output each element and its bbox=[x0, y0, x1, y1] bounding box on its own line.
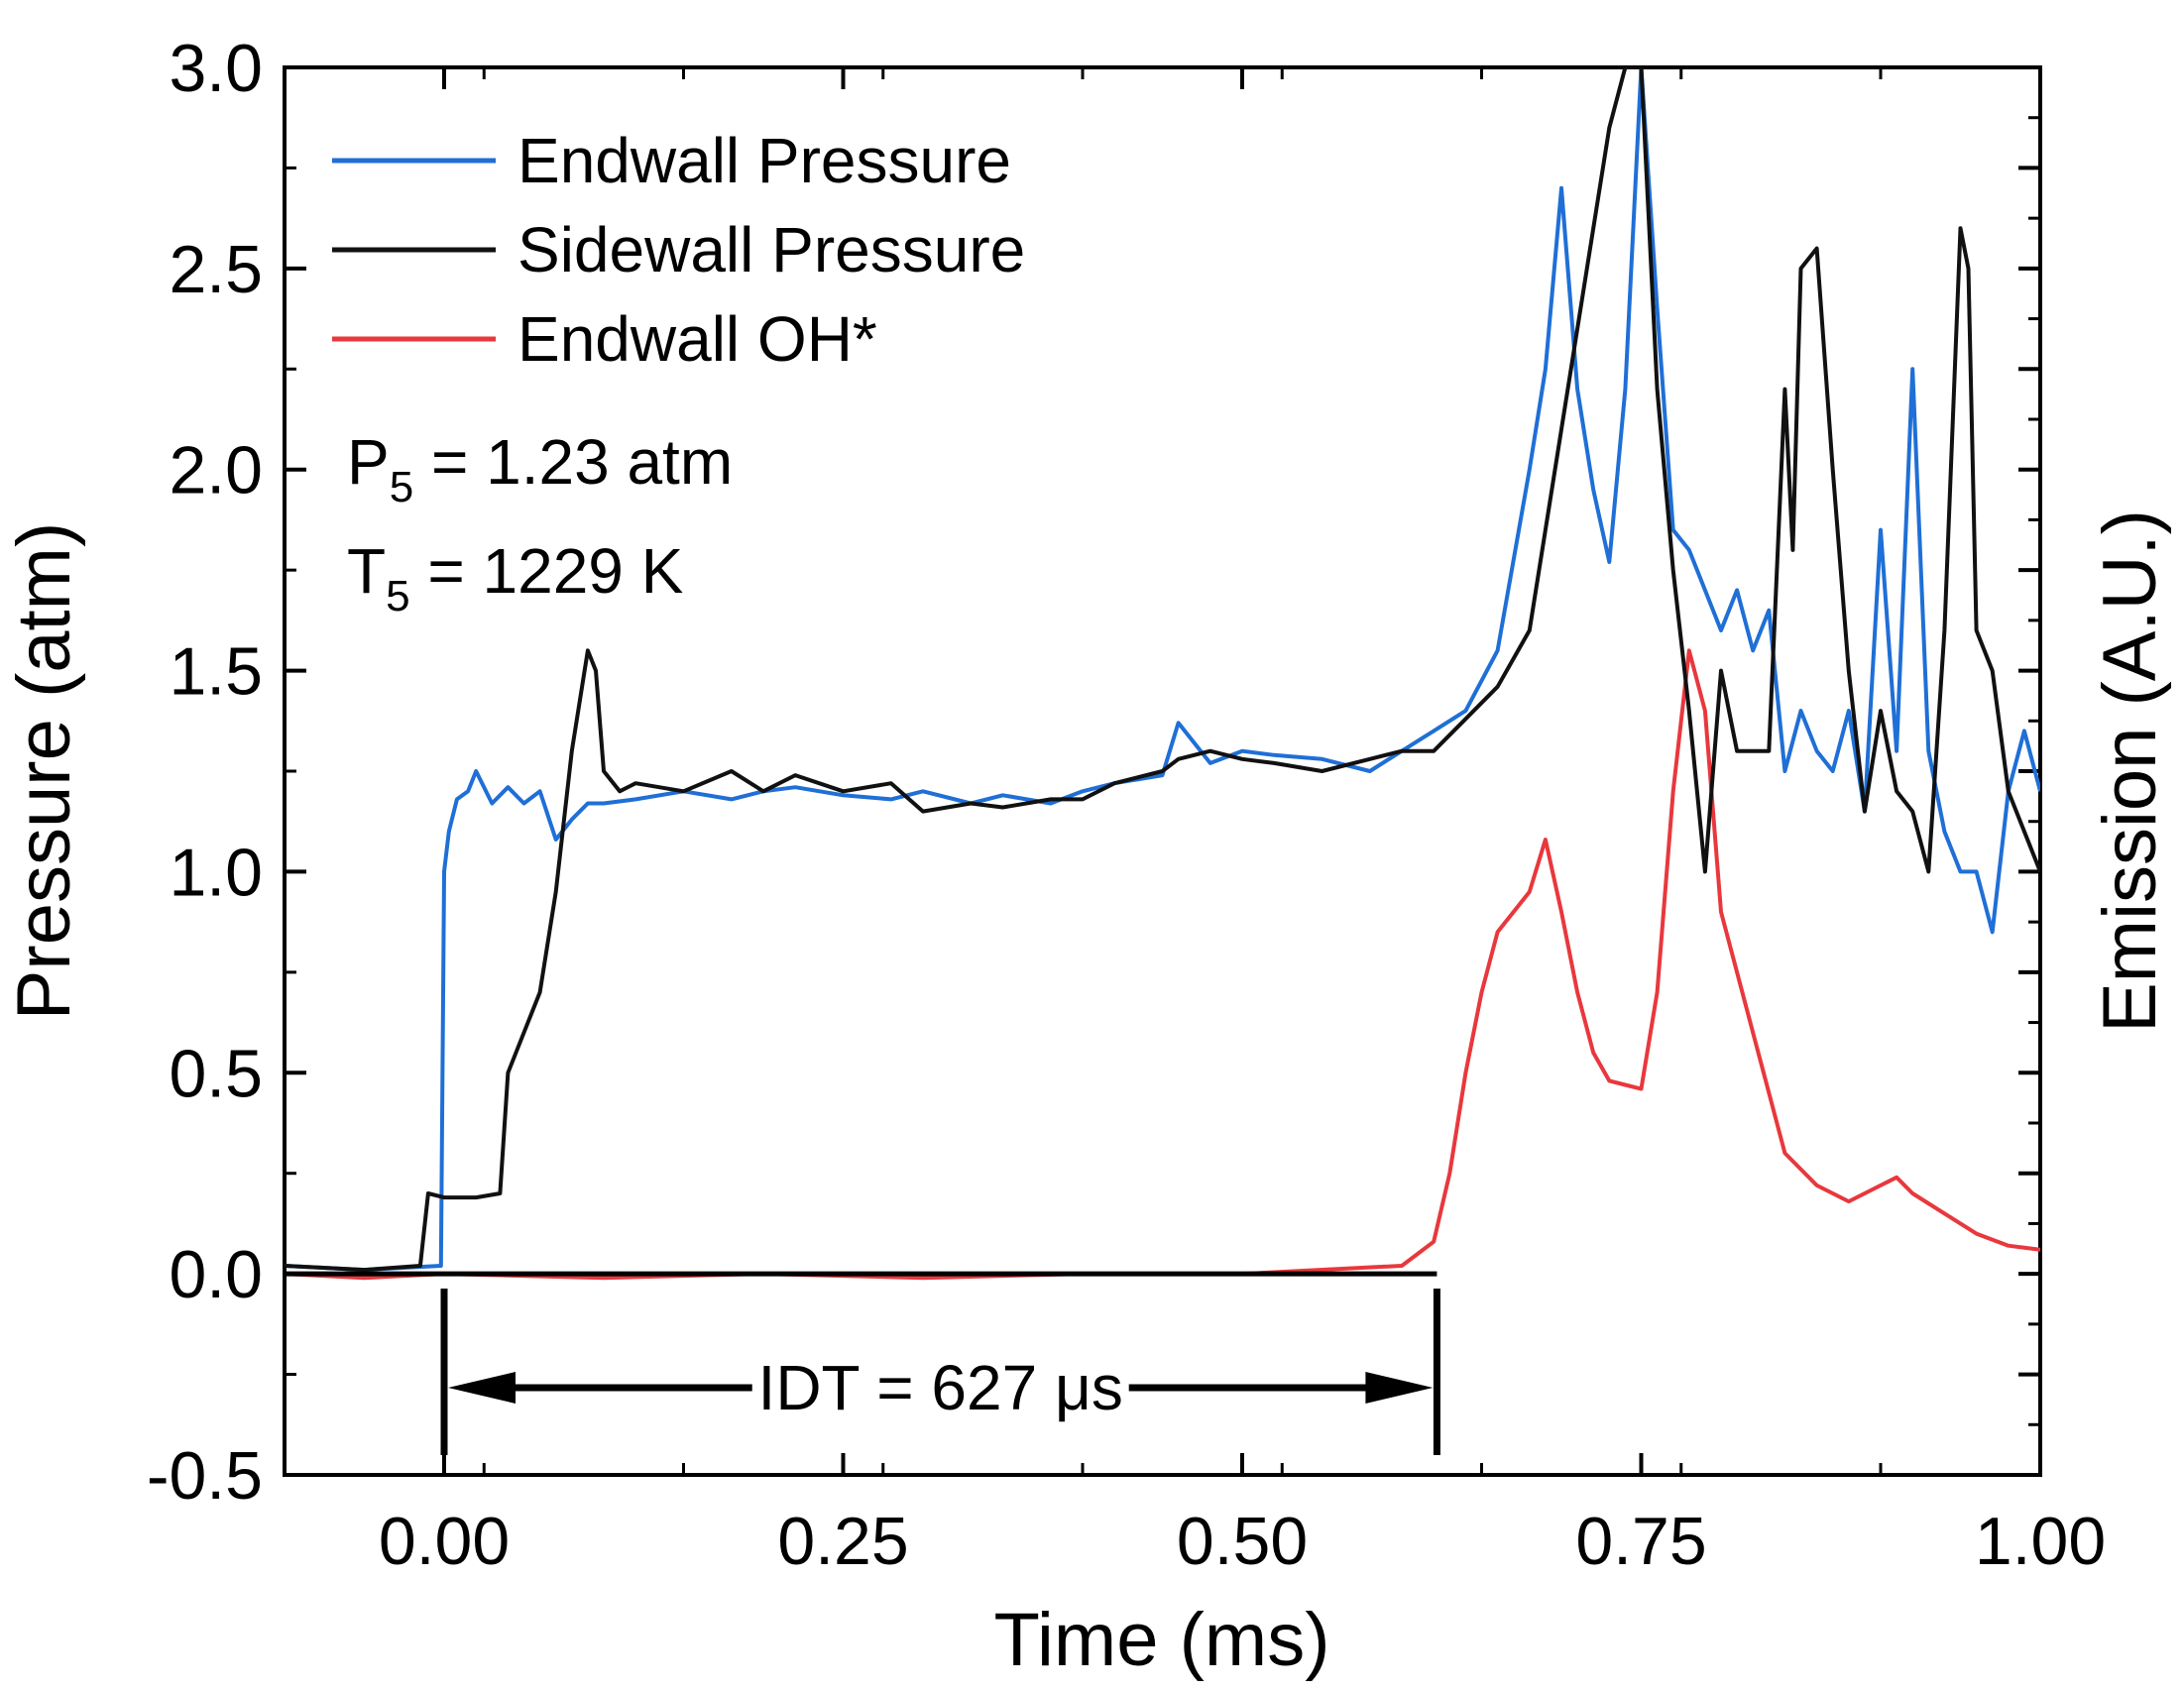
p5-annotation: P5 = 1.23 atm bbox=[347, 426, 733, 511]
series-endwall-oh bbox=[285, 648, 2040, 1281]
y2-axis-title: Emission (A.U.) bbox=[2088, 509, 2172, 1033]
axis-ticks: 0.00 0.25 0.50 0.75 1.00 -0.5 0.0 0.5 1.0 1.5 2.0 2… bbox=[147, 31, 2106, 1579]
legend: Endwall Pressure Sidewall Pressure Endwa… bbox=[332, 125, 1025, 375]
y-tick-label: 0.5 bbox=[169, 1036, 263, 1111]
x-tick-label: 1.00 bbox=[1975, 1504, 2106, 1579]
t5-subscript: 5 bbox=[386, 572, 409, 620]
p5-symbol: P bbox=[347, 426, 390, 498]
p5-value: = 1.23 atm bbox=[413, 426, 733, 498]
y-tick-label: 2.0 bbox=[169, 433, 263, 508]
y-tick-label: 3.0 bbox=[169, 31, 263, 106]
legend-label-endwall-oh: Endwall OH* bbox=[517, 303, 877, 375]
annotation-layer bbox=[440, 1289, 1440, 1455]
y-tick-label: 2.5 bbox=[169, 232, 263, 307]
x-tick-label: 0.25 bbox=[777, 1504, 908, 1579]
idt-arrow-right-head bbox=[1365, 1372, 1434, 1404]
t5-value: = 1229 K bbox=[410, 535, 684, 607]
p5-subscript: 5 bbox=[390, 463, 413, 511]
series-sidewall-pressure bbox=[285, 67, 2040, 1273]
y-tick-label: -0.5 bbox=[147, 1438, 263, 1514]
series-layer bbox=[285, 67, 2040, 1281]
t5-annotation: T5 = 1229 K bbox=[347, 535, 683, 620]
x-tick-label: 0.50 bbox=[1177, 1504, 1308, 1579]
legend-label-endwall-pressure: Endwall Pressure bbox=[517, 125, 1011, 196]
t5-symbol: T bbox=[347, 535, 386, 607]
x-tick-label: 0.00 bbox=[379, 1504, 510, 1579]
y-axis-title: Pressure (atm) bbox=[2, 522, 86, 1021]
idt-label: IDT = 627 μs bbox=[758, 1352, 1123, 1423]
y-tick-label: 1.5 bbox=[169, 634, 263, 710]
y-tick-label: 1.0 bbox=[169, 835, 263, 910]
x-axis-title: Time (ms) bbox=[993, 1598, 1329, 1682]
idt-arrow-left-head bbox=[448, 1372, 516, 1404]
x-tick-label: 0.75 bbox=[1575, 1504, 1706, 1579]
y-tick-label: 0.0 bbox=[169, 1237, 263, 1312]
legend-label-sidewall-pressure: Sidewall Pressure bbox=[517, 214, 1025, 285]
